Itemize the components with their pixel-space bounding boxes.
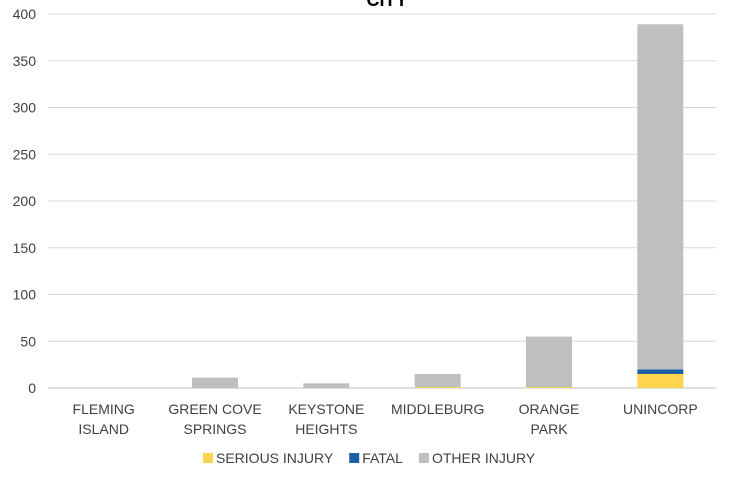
bar-segment xyxy=(414,387,461,388)
legend: SERIOUS INJURY FATAL OTHER INJURY xyxy=(203,450,536,466)
bar-segment xyxy=(637,373,684,388)
legend-item: OTHER INJURY xyxy=(418,450,536,466)
legend-item: SERIOUS INJURY xyxy=(203,450,334,466)
chart-title: CITY xyxy=(366,0,407,10)
y-tick-label: 200 xyxy=(13,193,37,209)
bar-segment xyxy=(637,369,684,374)
x-tick-label: SPRINGS xyxy=(183,421,246,437)
legend-swatch xyxy=(418,453,429,463)
bar-segment xyxy=(414,373,461,388)
bars xyxy=(192,24,684,388)
x-tick-label: ISLAND xyxy=(78,421,129,437)
x-tick-label: FLEMING xyxy=(73,401,135,417)
x-tick-label: MIDDLEBURG xyxy=(391,401,484,417)
legend-swatch xyxy=(203,453,213,463)
x-tick-label: UNINCORP xyxy=(623,401,698,417)
y-axis: 0 50 100 150 200 250 300 350 400 xyxy=(13,6,37,396)
y-tick-label: 50 xyxy=(20,333,36,349)
legend-label: FATAL xyxy=(362,450,403,466)
y-tick-label: 400 xyxy=(13,6,37,22)
legend-item: FATAL xyxy=(349,450,403,466)
bar-segment xyxy=(526,336,572,388)
legend-swatch xyxy=(349,453,360,463)
bar-segment xyxy=(192,377,238,388)
gridlines xyxy=(48,13,716,389)
x-tick-label: ORANGE xyxy=(519,401,580,417)
x-tick-label: GREEN COVE xyxy=(168,401,261,417)
y-tick-label: 350 xyxy=(13,53,37,69)
legend-label: OTHER INJURY xyxy=(432,450,536,466)
x-tick-label: HEIGHTS xyxy=(295,421,357,437)
x-axis: FLEMING ISLAND GREEN COVE SPRINGS KEYSTONE HE… xyxy=(73,401,698,437)
legend-label: SERIOUS INJURY xyxy=(216,450,334,466)
y-tick-label: 250 xyxy=(13,146,37,162)
bar-segment xyxy=(637,24,684,370)
y-tick-label: 150 xyxy=(13,240,37,256)
x-tick-label: PARK xyxy=(530,421,568,437)
bar-segment xyxy=(526,387,572,388)
y-tick-label: 300 xyxy=(13,100,37,116)
y-tick-label: 0 xyxy=(28,380,36,396)
y-tick-label: 100 xyxy=(13,287,37,303)
bar-segment xyxy=(303,383,350,388)
x-tick-label: KEYSTONE xyxy=(288,401,364,417)
